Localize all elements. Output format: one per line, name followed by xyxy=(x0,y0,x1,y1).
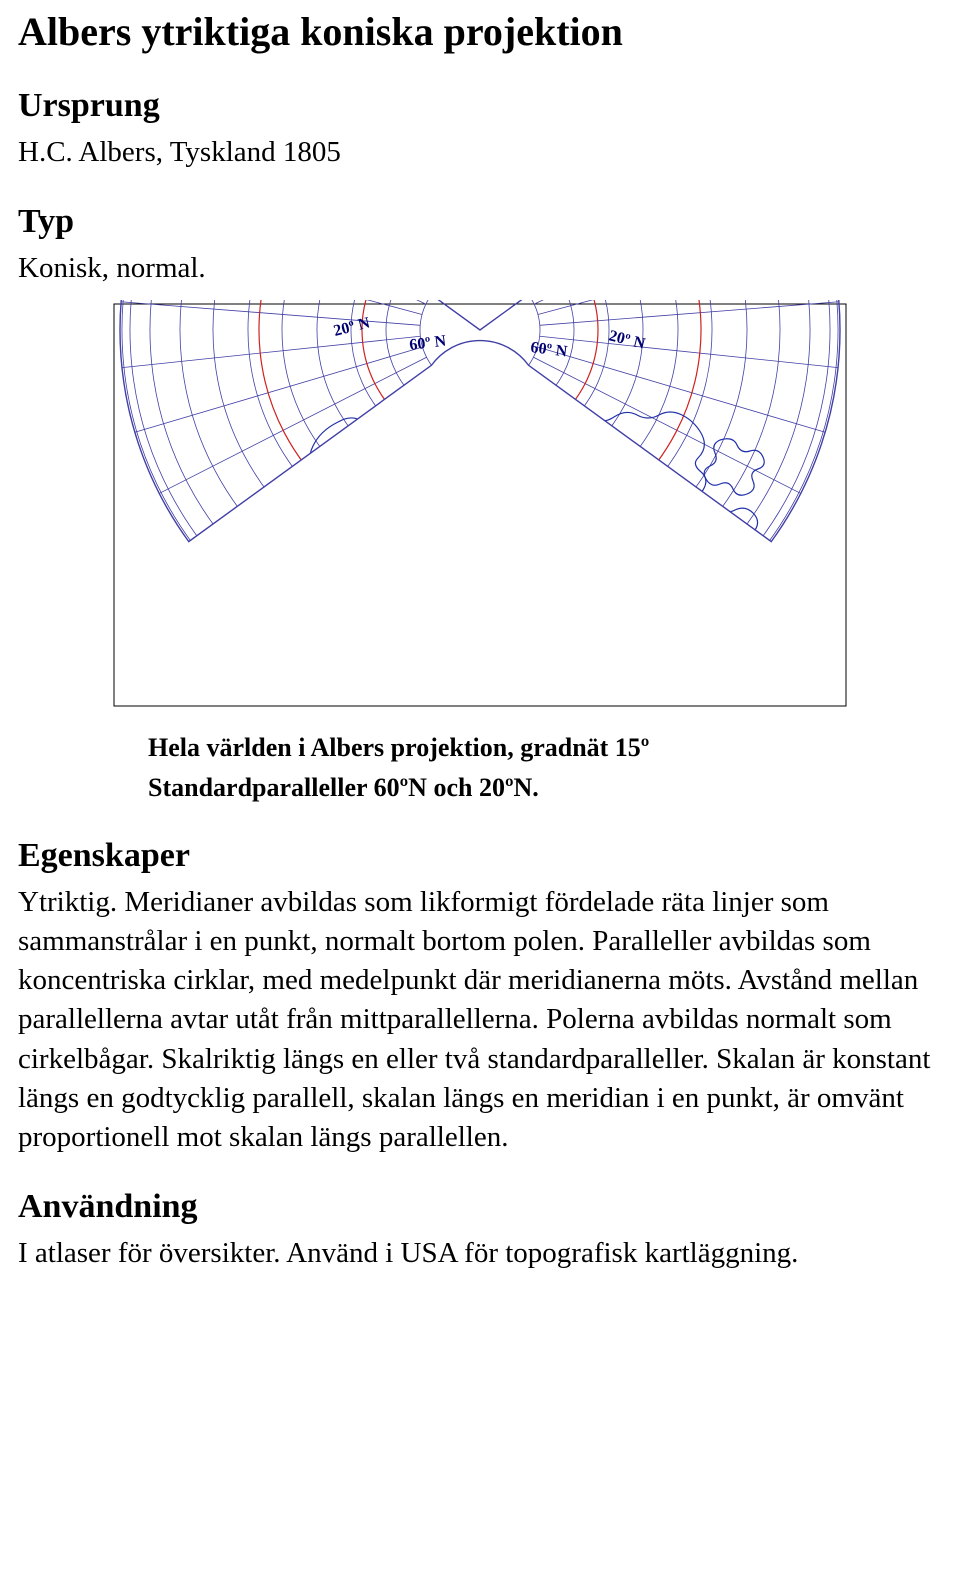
projection-figure: 20º N 60º N 60º N 20º N xyxy=(18,300,942,715)
section-properties-text: Ytriktig. Meridianer avbildas som likfor… xyxy=(18,883,942,1157)
albers-projection-map: 20º N 60º N 60º N 20º N xyxy=(110,300,850,710)
svg-text:60º N: 60º N xyxy=(408,332,447,353)
section-usage-text: I atlaser för översikter. Använd i USA f… xyxy=(18,1234,942,1273)
figure-caption-line1: Hela världen i Albers projektion, gradnä… xyxy=(148,729,902,767)
section-properties-heading: Egenskaper xyxy=(18,836,942,877)
section-type-heading: Typ xyxy=(18,202,942,243)
svg-text:20º N: 20º N xyxy=(607,327,647,353)
section-origin-heading: Ursprung xyxy=(18,86,942,127)
figure-caption-line2: Standardparalleller 60ºN och 20ºN. xyxy=(148,769,902,807)
section-origin-text: H.C. Albers, Tyskland 1805 xyxy=(18,133,942,172)
section-usage-heading: Användning xyxy=(18,1187,942,1228)
svg-text:20º N: 20º N xyxy=(332,314,372,340)
figure-caption: Hela världen i Albers projektion, gradnä… xyxy=(18,729,942,806)
section-type-text: Konisk, normal. xyxy=(18,249,942,288)
svg-text:60º N: 60º N xyxy=(530,339,569,360)
page-title: Albers ytriktiga koniska projektion xyxy=(18,8,942,56)
